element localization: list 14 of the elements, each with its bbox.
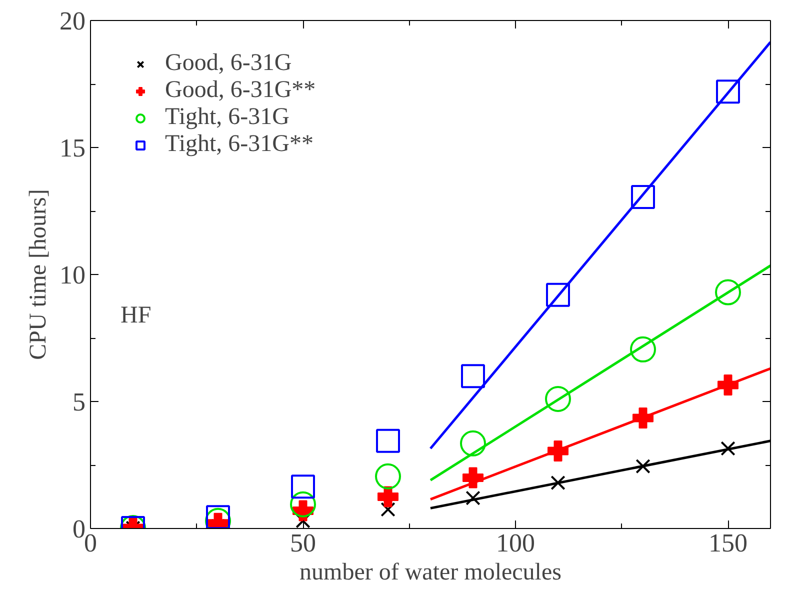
legend-label: Good, 6-31G	[165, 50, 292, 77]
y-tick-label: 15	[60, 134, 86, 162]
y-tick-label: 20	[60, 6, 86, 36]
x-axis-title: number of water molecules	[300, 560, 562, 586]
y-tick-label: 5	[72, 388, 86, 416]
x-tick-label: 100	[496, 528, 535, 558]
annotation: HF	[120, 302, 152, 328]
legend-label: Good, 6-31G**	[165, 77, 316, 104]
y-tick-label: 10	[60, 260, 86, 290]
legend-label: Tight, 6-31G**	[165, 131, 314, 158]
legend-label: Tight, 6-31G	[165, 104, 290, 131]
x-tick-label: 150	[708, 528, 748, 558]
y-axis-title: CPU time [hours]	[26, 189, 52, 360]
x-tick-label: 50	[290, 528, 316, 558]
